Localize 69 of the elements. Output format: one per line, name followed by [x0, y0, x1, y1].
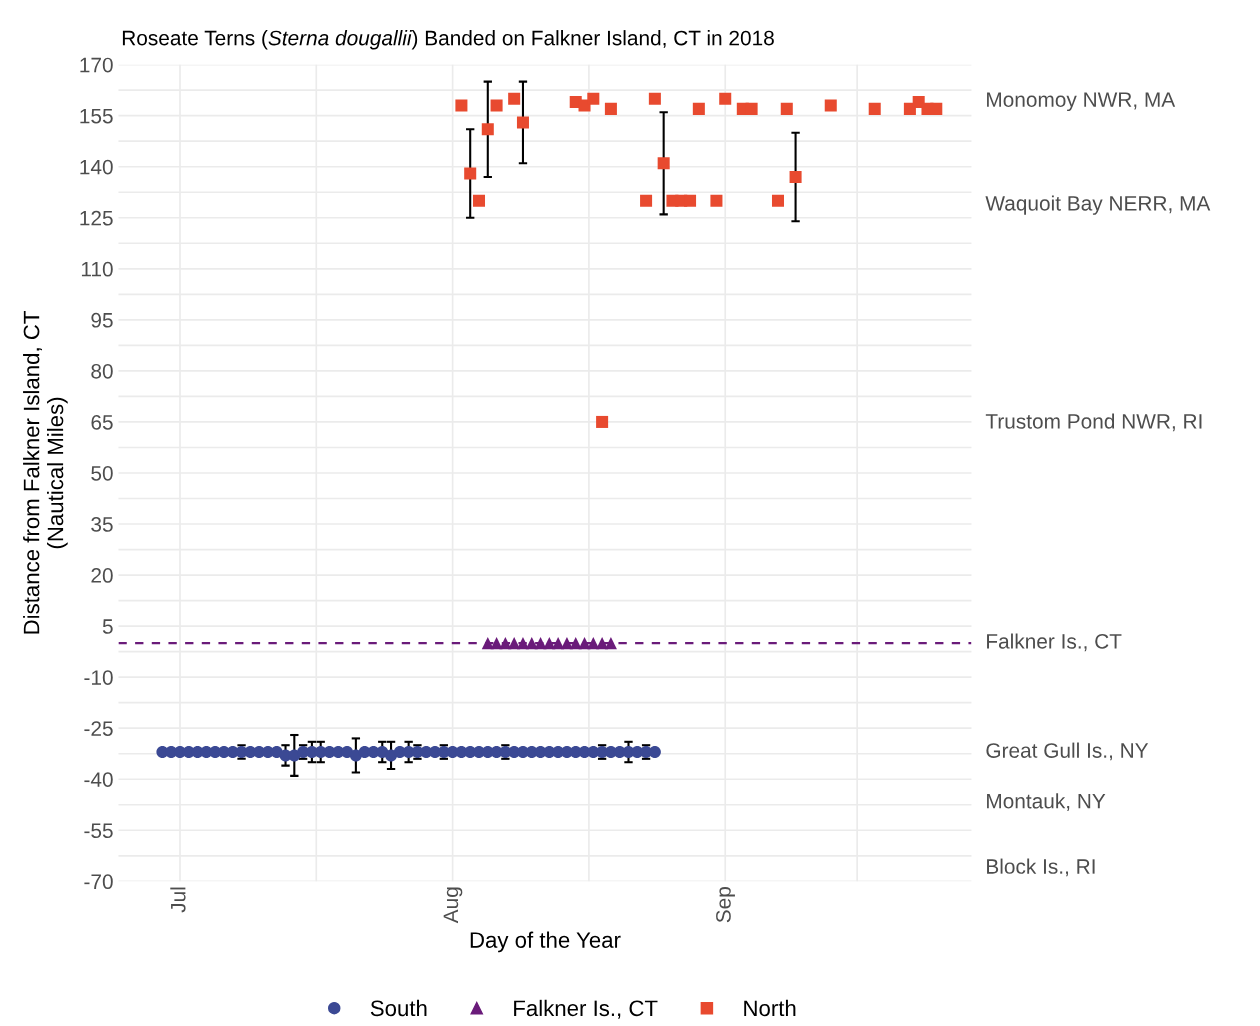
y-axis-title: Distance from Falkner Island, CT (Nautical Miles) [23, 311, 68, 634]
y-tick-label: 5 [102, 619, 113, 634]
text: Monomoy NWR, MA [987, 92, 1176, 112]
y-tick-label: -25 [84, 721, 113, 736]
point [692, 102, 705, 115]
y-tick-label: -10 [84, 670, 113, 685]
legend-label: Falkner Is., CT [514, 999, 658, 1019]
point [596, 637, 609, 650]
point [604, 637, 617, 650]
y-tick-label: 170 [80, 57, 113, 73]
point [587, 92, 600, 105]
legend-label: North [744, 999, 796, 1017]
point [508, 92, 521, 105]
text: Block Is., RI [987, 858, 1095, 877]
y-tick-label: 50 [91, 465, 113, 481]
point [516, 116, 529, 129]
point [657, 157, 670, 170]
y-tick-label: 35 [91, 517, 113, 532]
y-tick-label: 110 [81, 261, 113, 277]
point [640, 194, 653, 207]
point [490, 637, 503, 650]
x-tick-label: Aug [443, 887, 463, 924]
y-tick-label: 95 [91, 312, 113, 328]
point [472, 194, 486, 207]
chart-title: Roseate Terns (Sterna dougallii) Banded on Falkner Island, CT in 2018 [122, 30, 774, 50]
point [499, 637, 512, 650]
point [587, 637, 600, 650]
y-tick-label: 155 [80, 108, 113, 124]
y-tick-label: 20 [91, 568, 113, 583]
ref-line-label: Falkner Is., CT [987, 633, 1122, 652]
point [868, 102, 881, 115]
y-tick-label: -70 [84, 874, 113, 890]
text: Great Gull Is., NY [986, 742, 1149, 761]
point [684, 194, 697, 207]
legend-label: South [370, 999, 427, 1017]
y-tick-label: 65 [91, 414, 113, 430]
point [508, 637, 521, 650]
point [771, 194, 785, 207]
point [490, 99, 503, 112]
point [930, 102, 943, 115]
point [710, 194, 723, 207]
point [596, 415, 609, 428]
point [780, 102, 793, 115]
x-tick-label: Jul [170, 887, 186, 913]
point [719, 92, 732, 105]
y-tick-label: -55 [84, 823, 113, 839]
point [560, 637, 573, 650]
point [464, 167, 477, 180]
point [604, 102, 617, 115]
point [745, 102, 758, 115]
point [455, 99, 468, 112]
y-tick-label: 80 [91, 363, 113, 379]
point [578, 637, 591, 650]
y-tick-label: -40 [84, 772, 113, 787]
text: Trustom Pond NWR, RI [985, 413, 1202, 432]
text: Waquoit Bay NERR, MA [985, 195, 1211, 215]
point [552, 637, 565, 650]
x-tick-label: Sep [716, 887, 735, 923]
x-axis-title: Day of the Year [470, 931, 621, 953]
point [481, 123, 494, 136]
point [543, 637, 556, 650]
y-tick-label: 125 [80, 210, 113, 226]
point [648, 92, 661, 105]
point [824, 99, 837, 112]
y-tick-label: 140 [80, 159, 113, 175]
point [534, 637, 547, 650]
point [516, 637, 529, 650]
point [789, 170, 802, 183]
text: Montauk, NY [987, 793, 1106, 811]
